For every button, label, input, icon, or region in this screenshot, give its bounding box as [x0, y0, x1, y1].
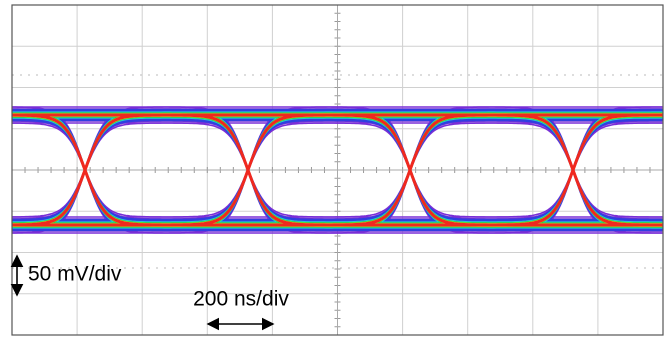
- horizontal-scale-label: 200 ns/div: [193, 288, 289, 311]
- scope-screen: 50 mV/div 200 ns/div: [0, 0, 667, 339]
- page: 50 mV/div 200 ns/div (() => { const data…: [0, 0, 667, 339]
- vertical-scale-label: 50 mV/div: [28, 263, 122, 286]
